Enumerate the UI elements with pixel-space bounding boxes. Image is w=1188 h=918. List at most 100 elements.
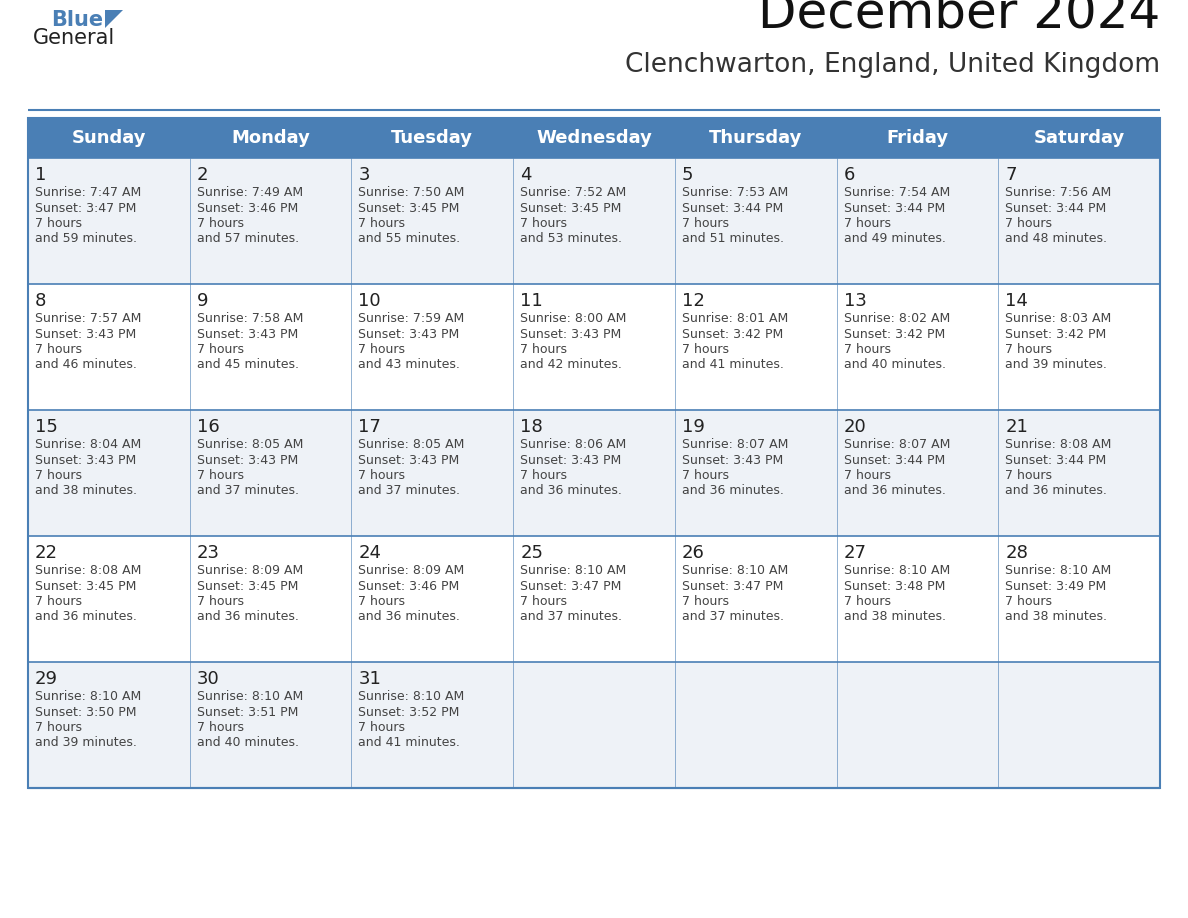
Text: 4: 4 — [520, 166, 532, 184]
Text: 1: 1 — [34, 166, 46, 184]
Text: Wednesday: Wednesday — [536, 129, 652, 147]
Text: and 51 minutes.: and 51 minutes. — [682, 232, 784, 245]
Text: 7 hours: 7 hours — [359, 343, 405, 356]
Text: and 59 minutes.: and 59 minutes. — [34, 232, 137, 245]
Text: 18: 18 — [520, 418, 543, 436]
Text: 24: 24 — [359, 544, 381, 562]
Text: 7: 7 — [1005, 166, 1017, 184]
Text: and 48 minutes.: and 48 minutes. — [1005, 232, 1107, 245]
Text: Friday: Friday — [886, 129, 948, 147]
Text: and 36 minutes.: and 36 minutes. — [682, 485, 784, 498]
Text: and 37 minutes.: and 37 minutes. — [197, 485, 298, 498]
Text: Sunset: 3:42 PM: Sunset: 3:42 PM — [843, 328, 944, 341]
Text: 15: 15 — [34, 418, 58, 436]
Text: and 39 minutes.: and 39 minutes. — [34, 736, 137, 749]
Text: 7 hours: 7 hours — [682, 217, 729, 230]
Text: Thursday: Thursday — [709, 129, 802, 147]
Text: 7 hours: 7 hours — [34, 469, 82, 482]
Text: 30: 30 — [197, 670, 220, 688]
Text: 7 hours: 7 hours — [197, 343, 244, 356]
Text: 8: 8 — [34, 292, 46, 310]
Text: and 46 minutes.: and 46 minutes. — [34, 359, 137, 372]
Text: Sunrise: 8:02 AM: Sunrise: 8:02 AM — [843, 312, 950, 325]
Text: Sunrise: 8:09 AM: Sunrise: 8:09 AM — [197, 564, 303, 577]
Text: 10: 10 — [359, 292, 381, 310]
Text: Sunset: 3:49 PM: Sunset: 3:49 PM — [1005, 579, 1106, 592]
Bar — [29, 118, 1159, 158]
Text: Sunset: 3:44 PM: Sunset: 3:44 PM — [682, 201, 783, 215]
Text: 7 hours: 7 hours — [197, 217, 244, 230]
Text: Sunrise: 8:10 AM: Sunrise: 8:10 AM — [1005, 564, 1112, 577]
Text: Sunrise: 8:06 AM: Sunrise: 8:06 AM — [520, 438, 626, 451]
Text: and 42 minutes.: and 42 minutes. — [520, 359, 623, 372]
Text: Sunrise: 8:00 AM: Sunrise: 8:00 AM — [520, 312, 626, 325]
Text: Sunrise: 8:07 AM: Sunrise: 8:07 AM — [682, 438, 788, 451]
Text: 7 hours: 7 hours — [1005, 217, 1053, 230]
Text: 21: 21 — [1005, 418, 1028, 436]
Text: Sunset: 3:47 PM: Sunset: 3:47 PM — [682, 579, 783, 592]
Text: and 38 minutes.: and 38 minutes. — [34, 485, 137, 498]
Text: Sunrise: 7:58 AM: Sunrise: 7:58 AM — [197, 312, 303, 325]
Text: 7 hours: 7 hours — [34, 217, 82, 230]
Text: and 40 minutes.: and 40 minutes. — [197, 736, 298, 749]
Text: Sunrise: 7:50 AM: Sunrise: 7:50 AM — [359, 186, 465, 199]
Text: Sunset: 3:43 PM: Sunset: 3:43 PM — [520, 328, 621, 341]
Text: 7 hours: 7 hours — [1005, 595, 1053, 608]
Text: 7 hours: 7 hours — [843, 217, 891, 230]
Text: and 36 minutes.: and 36 minutes. — [34, 610, 137, 623]
Text: Sunrise: 8:08 AM: Sunrise: 8:08 AM — [34, 564, 141, 577]
Text: Sunset: 3:47 PM: Sunset: 3:47 PM — [34, 201, 137, 215]
Text: and 39 minutes.: and 39 minutes. — [1005, 359, 1107, 372]
Bar — [29, 118, 1159, 788]
Text: Sunset: 3:44 PM: Sunset: 3:44 PM — [1005, 453, 1106, 466]
Text: 7 hours: 7 hours — [197, 721, 244, 734]
Bar — [29, 662, 1159, 788]
Text: 7 hours: 7 hours — [34, 343, 82, 356]
Text: Sunrise: 7:52 AM: Sunrise: 7:52 AM — [520, 186, 626, 199]
Text: 7 hours: 7 hours — [520, 469, 567, 482]
Text: 7 hours: 7 hours — [197, 595, 244, 608]
Text: Sunset: 3:44 PM: Sunset: 3:44 PM — [843, 201, 944, 215]
Text: December 2024: December 2024 — [758, 0, 1159, 38]
Text: Tuesday: Tuesday — [391, 129, 473, 147]
Text: and 36 minutes.: and 36 minutes. — [197, 610, 298, 623]
Text: 7 hours: 7 hours — [520, 343, 567, 356]
Text: 14: 14 — [1005, 292, 1028, 310]
Text: Sunset: 3:44 PM: Sunset: 3:44 PM — [1005, 201, 1106, 215]
Text: and 40 minutes.: and 40 minutes. — [843, 359, 946, 372]
Text: 27: 27 — [843, 544, 866, 562]
Text: Sunset: 3:45 PM: Sunset: 3:45 PM — [197, 579, 298, 592]
Text: and 49 minutes.: and 49 minutes. — [843, 232, 946, 245]
Text: Sunset: 3:45 PM: Sunset: 3:45 PM — [34, 579, 137, 592]
Text: and 53 minutes.: and 53 minutes. — [520, 232, 623, 245]
Text: and 37 minutes.: and 37 minutes. — [682, 610, 784, 623]
Text: Sunset: 3:50 PM: Sunset: 3:50 PM — [34, 706, 137, 719]
Text: 7 hours: 7 hours — [682, 343, 729, 356]
Text: 11: 11 — [520, 292, 543, 310]
Text: and 45 minutes.: and 45 minutes. — [197, 359, 298, 372]
Text: 23: 23 — [197, 544, 220, 562]
Text: 6: 6 — [843, 166, 855, 184]
Text: 7 hours: 7 hours — [197, 469, 244, 482]
Text: 17: 17 — [359, 418, 381, 436]
Text: Sunrise: 7:47 AM: Sunrise: 7:47 AM — [34, 186, 141, 199]
Text: Sunrise: 7:54 AM: Sunrise: 7:54 AM — [843, 186, 950, 199]
Text: 7 hours: 7 hours — [682, 595, 729, 608]
Text: Sunrise: 7:49 AM: Sunrise: 7:49 AM — [197, 186, 303, 199]
Text: Sunrise: 8:10 AM: Sunrise: 8:10 AM — [682, 564, 788, 577]
Text: Sunset: 3:52 PM: Sunset: 3:52 PM — [359, 706, 460, 719]
Text: and 41 minutes.: and 41 minutes. — [359, 736, 460, 749]
Text: Sunset: 3:47 PM: Sunset: 3:47 PM — [520, 579, 621, 592]
Text: Sunrise: 8:09 AM: Sunrise: 8:09 AM — [359, 564, 465, 577]
Text: Sunrise: 8:08 AM: Sunrise: 8:08 AM — [1005, 438, 1112, 451]
Text: Sunrise: 8:07 AM: Sunrise: 8:07 AM — [843, 438, 950, 451]
Text: Sunset: 3:43 PM: Sunset: 3:43 PM — [682, 453, 783, 466]
Text: 9: 9 — [197, 292, 208, 310]
Text: Clenchwarton, England, United Kingdom: Clenchwarton, England, United Kingdom — [625, 52, 1159, 78]
Bar — [29, 410, 1159, 536]
Text: 22: 22 — [34, 544, 58, 562]
Text: 7 hours: 7 hours — [34, 721, 82, 734]
Text: Saturday: Saturday — [1034, 129, 1125, 147]
Text: 16: 16 — [197, 418, 220, 436]
Text: 13: 13 — [843, 292, 866, 310]
